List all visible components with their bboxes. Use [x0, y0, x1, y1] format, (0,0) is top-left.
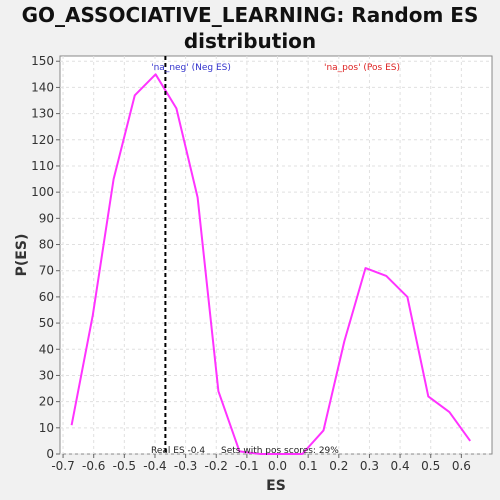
y-tick-label: 150 — [31, 54, 54, 68]
x-tick-label: 0.5 — [421, 459, 440, 473]
y-tick-label: 30 — [39, 368, 54, 382]
series-group — [70, 73, 472, 455]
y-tick-label: 20 — [39, 395, 54, 409]
x-tick-label: 0.6 — [452, 459, 471, 473]
x-axis-ticks: -0.7 -0.6 -0.5 -0.4 -0.3 -0.2 -0.1 0.0 0.1 0.2 0.3… — [51, 454, 471, 473]
x-tick-label: -0.2 — [205, 459, 228, 473]
y-tick-label: 120 — [31, 133, 54, 147]
pos-es-label: 'na_pos' (Pos ES) — [324, 63, 400, 73]
grid-lines — [60, 56, 492, 455]
pos-scores-label: Sets with pos scores: 29% — [221, 446, 339, 456]
plot-area — [59, 55, 493, 455]
y-tick-label: 80 — [39, 238, 54, 252]
y-tick-label: 130 — [31, 107, 54, 121]
y-tick-label: 110 — [31, 159, 54, 173]
x-tick-label: -0.3 — [174, 459, 197, 473]
x-tick-label: -0.1 — [235, 459, 258, 473]
x-tick-label: -0.6 — [82, 459, 105, 473]
y-tick-label: 10 — [39, 421, 54, 435]
x-tick-label: 0.4 — [391, 459, 410, 473]
x-tick-label: 0.0 — [268, 459, 287, 473]
neg-es-label: 'na_neg' (Neg ES) — [151, 63, 231, 73]
y-tick-label: 90 — [39, 211, 54, 225]
y-tick-label: 140 — [31, 80, 54, 94]
chart-title: GO_ASSOCIATIVE_LEARNING: Random ES distr… — [0, 2, 500, 54]
y-tick-label: 100 — [31, 185, 54, 199]
y-tick-label: 40 — [39, 342, 54, 356]
y-tick-label: 60 — [39, 290, 54, 304]
chart-title-line-2: distribution — [183, 29, 317, 53]
y-axis-label: P(ES) — [14, 234, 30, 277]
x-tick-label: -0.5 — [113, 459, 136, 473]
y-tick-label: 70 — [39, 264, 54, 278]
real-es-label: Real ES -0.4 — [151, 446, 205, 456]
x-tick-label: 0.3 — [360, 459, 379, 473]
x-tick-label: -0.7 — [51, 459, 74, 473]
x-tick-label: 0.1 — [299, 459, 318, 473]
x-tick-label: -0.4 — [143, 459, 166, 473]
y-tick-label: 0 — [46, 447, 54, 461]
chart-title-line-1: GO_ASSOCIATIVE_LEARNING: Random ES — [21, 3, 479, 27]
x-tick-label: 0.2 — [329, 459, 348, 473]
es-distribution-line — [70, 73, 472, 455]
y-tick-label: 50 — [39, 316, 54, 330]
y-axis-ticks: 0 10 20 30 40 50 60 70 80 90 100 110 120 130 140 150 — [31, 54, 60, 461]
x-axis-label: ES — [266, 478, 286, 494]
